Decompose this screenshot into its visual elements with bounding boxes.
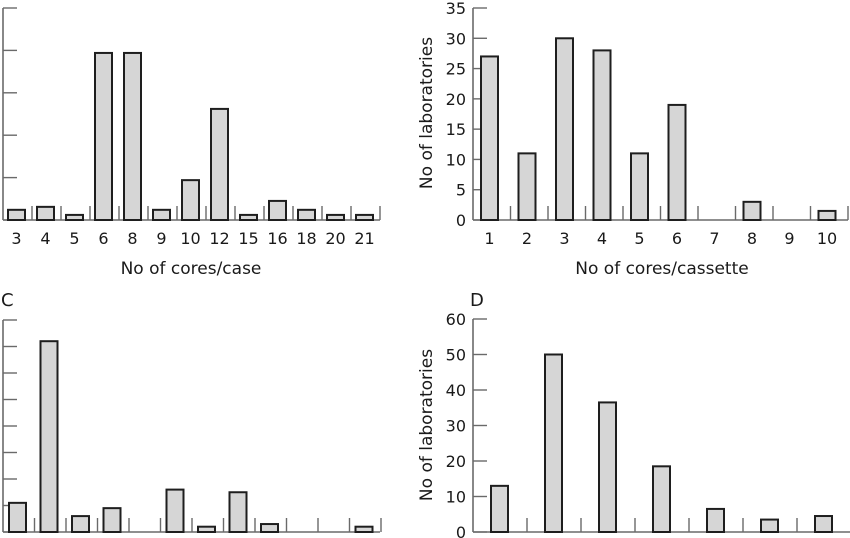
y-tick-label: 40 xyxy=(446,381,466,400)
bar-18 xyxy=(297,208,316,222)
x-tick-label: 15 xyxy=(238,229,258,248)
bar-6 xyxy=(667,103,687,221)
x-tick-label: 10 xyxy=(817,229,837,248)
bar-21 xyxy=(355,213,374,222)
x-tick-label: 2 xyxy=(522,229,532,248)
x-tick-label: 10 xyxy=(180,229,200,248)
y-tick-label: 30 xyxy=(446,29,466,48)
y-tick-label: 25 xyxy=(446,60,466,79)
y-tick-label: 35 xyxy=(446,0,466,18)
x-tick-label: 5 xyxy=(69,229,79,248)
panel-c-letter: C xyxy=(1,290,14,311)
x-tick-label: 4 xyxy=(40,229,50,248)
bar-5 xyxy=(630,152,649,221)
bar-20 xyxy=(326,213,345,222)
bar-3 xyxy=(71,515,90,533)
chart-panel-c xyxy=(2,319,382,534)
x-tick-label: 18 xyxy=(296,229,316,248)
bar-3 xyxy=(598,401,617,533)
y-tick-label: 0 xyxy=(456,523,466,538)
x-tick-label: 6 xyxy=(98,229,108,248)
chart-panel-d: 0 10 20 30 40 50 60 xyxy=(446,310,850,538)
x-tick-label: 8 xyxy=(747,229,757,248)
bar-6 xyxy=(760,518,779,534)
bar-8 xyxy=(742,200,762,221)
bar-5 xyxy=(65,213,84,222)
x-tick-label: 1 xyxy=(484,229,494,248)
bar-4 xyxy=(652,465,671,534)
panel-b-x-axis-label: No of cores/cassette xyxy=(575,259,748,279)
y-tick-label: 10 xyxy=(446,150,466,169)
bar-10 xyxy=(181,179,200,221)
x-tick-label: 12 xyxy=(209,229,229,248)
bar-1 xyxy=(8,501,27,534)
bar-15 xyxy=(239,213,258,222)
y-tick-label: 0 xyxy=(456,211,466,230)
x-tick-label: 8 xyxy=(127,229,137,248)
y-tick-label: 30 xyxy=(446,417,466,436)
bar-6 xyxy=(94,51,113,221)
bar-12 xyxy=(354,525,374,534)
y-tick-label: 60 xyxy=(446,310,466,329)
bar-8 xyxy=(123,51,142,221)
x-tick-label: 9 xyxy=(784,229,794,248)
bar-7 xyxy=(197,525,216,534)
bar-7 xyxy=(814,515,833,534)
bar-4 xyxy=(102,507,122,533)
chart-panel-a: 3 4 5 6 8 9 10 12 15 16 18 20 21 xyxy=(2,7,381,248)
x-tick-label: 7 xyxy=(709,229,719,248)
y-tick-label: 50 xyxy=(446,346,466,365)
bar-6 xyxy=(165,488,185,534)
bar-1 xyxy=(490,484,509,534)
x-tick-label: 3 xyxy=(559,229,569,248)
bar-8 xyxy=(228,491,248,533)
bar-12 xyxy=(210,107,229,221)
panel-d-letter: D xyxy=(470,290,484,311)
bar-10 xyxy=(817,209,837,222)
bar-9 xyxy=(152,208,171,222)
bar-3 xyxy=(555,37,574,221)
x-tick-label: 16 xyxy=(267,229,287,248)
bar-4 xyxy=(36,205,55,222)
y-tick-label: 20 xyxy=(446,452,466,471)
bar-9 xyxy=(260,523,279,533)
bar-1 xyxy=(480,55,499,222)
x-tick-label: 4 xyxy=(597,229,607,248)
bar-3 xyxy=(7,208,26,222)
bar-5 xyxy=(706,507,725,533)
panel-b-y-axis-label: No of laboratories xyxy=(417,37,437,189)
bar-4 xyxy=(592,49,612,222)
x-tick-label: 5 xyxy=(634,229,644,248)
x-tick-label: 21 xyxy=(354,229,374,248)
y-tick-label: 10 xyxy=(446,488,466,507)
bar-2 xyxy=(517,152,537,221)
panel-d-y-axis-label: No of laboratories xyxy=(417,349,437,501)
x-tick-label: 6 xyxy=(672,229,682,248)
x-tick-label: 3 xyxy=(11,229,21,248)
y-tick-label: 15 xyxy=(446,120,466,139)
chart-panel-b: 0 5 10 15 20 25 30 35 1 2 3 4 5 6 7 8 9 10 xyxy=(446,0,849,248)
bar-2 xyxy=(544,353,563,533)
bar-16 xyxy=(268,199,287,221)
bar-2 xyxy=(39,340,59,534)
y-tick-label: 5 xyxy=(456,181,466,200)
panel-a-x-axis-label: No of cores/case xyxy=(121,259,262,279)
y-tick-label: 20 xyxy=(446,90,466,109)
x-tick-label: 20 xyxy=(325,229,345,248)
x-tick-label: 9 xyxy=(156,229,166,248)
